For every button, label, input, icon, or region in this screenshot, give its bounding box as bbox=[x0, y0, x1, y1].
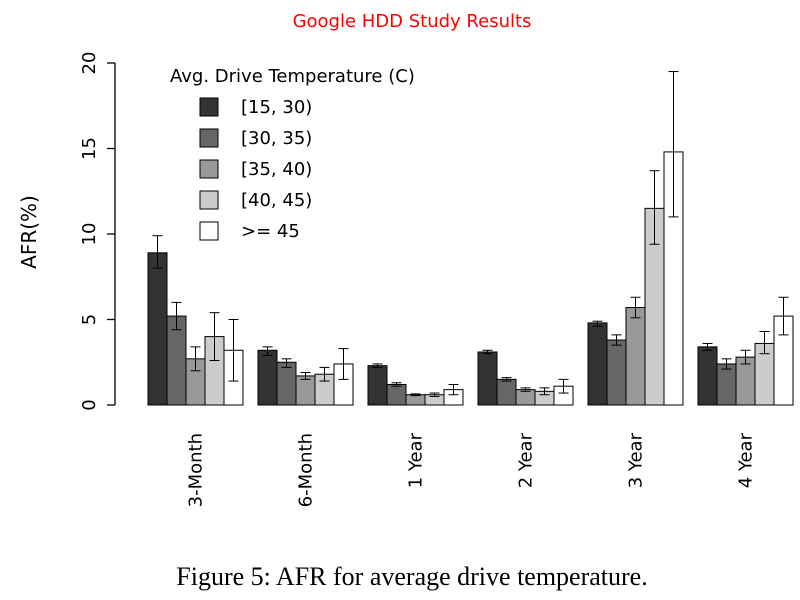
y-tick-label: 5 bbox=[79, 314, 100, 325]
bars bbox=[147, 71, 794, 406]
x-tick-label: 3 Year bbox=[626, 432, 647, 488]
bar bbox=[716, 363, 737, 406]
bar bbox=[697, 346, 718, 406]
bar bbox=[496, 378, 517, 406]
legend-swatch bbox=[199, 190, 219, 210]
legend-swatch bbox=[199, 221, 219, 241]
legend-label: >= 45 bbox=[241, 221, 300, 242]
bar bbox=[386, 383, 407, 406]
bar bbox=[587, 322, 608, 406]
figure-caption: Figure 5: AFR for average drive temperat… bbox=[176, 562, 647, 591]
bar bbox=[606, 339, 627, 406]
y-tick-label: 15 bbox=[79, 137, 100, 160]
y-tick-label: 0 bbox=[79, 399, 100, 410]
legend-items: [15, 30) [30, 35) [35, 40) [40, 45) >= 45 bbox=[199, 97, 312, 242]
bar bbox=[515, 389, 536, 406]
legend-swatch bbox=[199, 128, 219, 148]
bar bbox=[477, 351, 498, 406]
x-tick-label: 1 Year bbox=[406, 432, 427, 488]
legend-swatch bbox=[199, 97, 219, 117]
legend-label: [40, 45) bbox=[241, 190, 312, 211]
chart-title: Google HDD Study Results bbox=[293, 11, 532, 32]
legend: Avg. Drive Temperature (C) [15, 30) [30, … bbox=[170, 66, 415, 242]
legend-label: [15, 30) bbox=[241, 97, 312, 118]
x-tick-label: 3-Month bbox=[186, 433, 207, 507]
x-tick-label: 2 Year bbox=[516, 432, 537, 488]
bar bbox=[295, 375, 316, 406]
bar bbox=[257, 349, 278, 406]
bar bbox=[405, 394, 426, 406]
y-axis-label: AFR(%) bbox=[17, 195, 41, 269]
x-tick-label: 6-Month bbox=[296, 433, 317, 507]
bar bbox=[276, 361, 297, 406]
y-tick-label: 20 bbox=[79, 52, 100, 75]
x-tick-label: 4 Year bbox=[736, 432, 757, 488]
x-tick-labels: 3-Month 6-Month 1 Year 2 Year 3 Year 4 Year bbox=[186, 432, 757, 507]
bar bbox=[625, 307, 646, 406]
legend-title: Avg. Drive Temperature (C) bbox=[170, 66, 415, 87]
bar bbox=[147, 252, 168, 406]
y-tick-label: 10 bbox=[79, 223, 100, 246]
legend-label: [35, 40) bbox=[241, 159, 312, 180]
legend-swatch bbox=[199, 159, 219, 179]
legend-label: [30, 35) bbox=[241, 128, 312, 149]
y-axis: 0 5 10 15 20 bbox=[79, 52, 116, 411]
bar bbox=[367, 365, 388, 406]
